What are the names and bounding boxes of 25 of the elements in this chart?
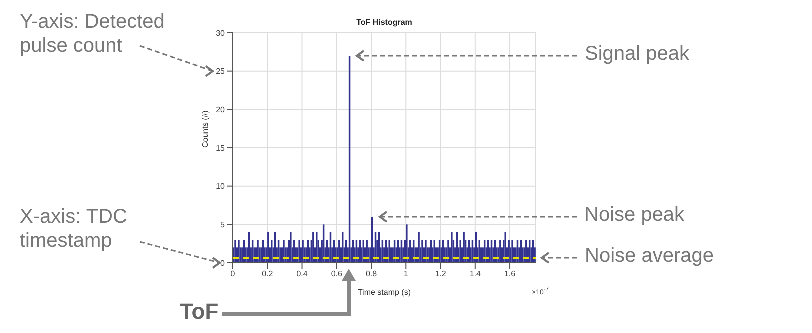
- y-tick-label: 25: [216, 67, 226, 76]
- x-tick-label: 1.6: [504, 270, 516, 279]
- y-axis-title: Counts (#): [200, 110, 210, 148]
- annotation: Noise peak: [584, 203, 685, 227]
- x-tick-label: 0.4: [296, 270, 308, 279]
- y-tick-label: 20: [216, 106, 226, 115]
- y-tick-label: 0: [220, 258, 226, 268]
- x-tick-label: 0.6: [331, 270, 343, 279]
- x-tick-label: 0.2: [262, 270, 274, 279]
- y-tick-label: 30: [216, 28, 226, 38]
- chart-title: ToF Histogram: [356, 18, 414, 27]
- text: X-axis: TDC timestamp: [20, 205, 128, 253]
- annotation: Signal peak: [585, 42, 690, 66]
- x-tick-label: 1: [404, 270, 409, 279]
- x-tick-label: 1.2: [435, 270, 447, 279]
- text: ToF: [180, 299, 219, 324]
- y-tick-label: 10: [216, 182, 226, 192]
- x-tick-label: 1.4: [470, 270, 482, 279]
- y-tick-label: 5: [220, 220, 226, 230]
- ref-line-label: Noise average: [585, 244, 714, 268]
- x-tick-label: 0: [230, 270, 236, 279]
- x-axis-title: Time stamp (s): [358, 288, 412, 297]
- y-tick-label: 15: [216, 144, 226, 153]
- text: Y-axis: Detected pulse count: [20, 10, 166, 58]
- x-tick-label: 0.8: [366, 270, 378, 279]
